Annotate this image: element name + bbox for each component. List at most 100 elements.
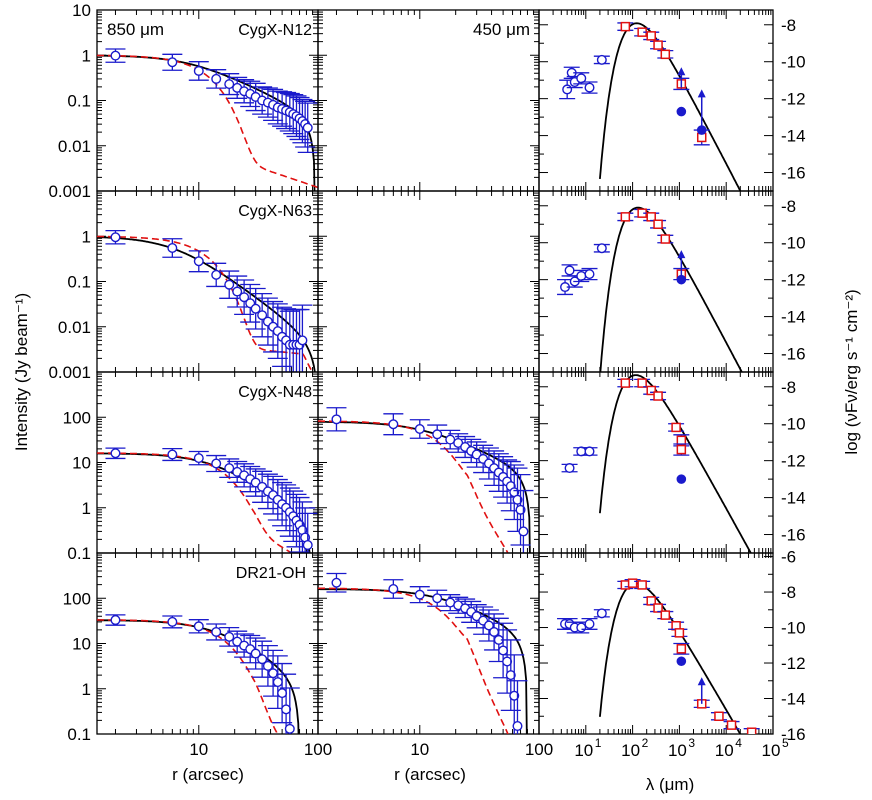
profile-panel-3-1: 10 100 [317,552,553,759]
data-point [432,429,443,440]
x-tick-label-1e3: 10 [668,741,687,760]
y-tick-label: 0.01 [58,137,91,156]
x-tick-label: 10 [410,740,429,759]
sed-data-point [576,622,587,633]
panel-frame [317,371,540,554]
data-point [518,526,529,537]
data-point [250,303,261,314]
y-tick-label: -16 [781,345,806,364]
profile-content [318,572,528,734]
sed-herschel-point [746,727,757,734]
data-point [257,310,268,321]
y-tick-label: -8 [781,16,796,35]
data-point [167,616,178,627]
sed-herschel-point [676,435,687,446]
sed-herschel-point [671,422,681,433]
panel-grid: 0.0010.010.1110-8-10-12-14-160.0010.010.… [48,1,806,760]
data-point [512,494,523,505]
sed-data-point [576,446,587,457]
beam-profile-curve [318,420,509,553]
data-point [232,286,243,297]
sed-data-point [564,265,575,276]
data-point [110,50,121,61]
y-tick-label: -8 [781,197,796,216]
x-tick-label-1e1: 10 [574,741,593,760]
x-tick-label-1e1-exp: 1 [595,736,602,750]
y-tick-label: -12 [781,90,806,109]
y-tick-label: 1 [82,499,91,518]
model-curve [97,236,316,372]
data-point [224,79,235,90]
sed-herschel-point [660,49,671,60]
data-point [509,690,520,701]
y-tick-label: -8 [781,583,796,602]
y-tick-label: 1 [82,680,91,699]
data-point [505,670,516,681]
profile-panel-1-1 [317,190,540,373]
y-tick-label: -16 [781,725,806,744]
y-tick-label: -14 [781,690,806,709]
panel-label-cygx-n63: CygX-N63 [238,203,312,220]
data-point [239,292,250,303]
profile-panel-0-0: 0.001 0.01 0.1 1 10 [48,1,319,201]
data-point [277,688,288,699]
y-tick-label: -10 [781,415,806,434]
sed-solid-point [696,125,707,135]
y-tick-label: 100 [63,589,91,608]
sed-herschel-point [714,711,724,722]
sed-content [559,21,742,191]
sed-herschel-point [646,385,656,396]
data-point [211,269,222,280]
y-tick-label: 10 [72,635,91,654]
y-tick-label: -6 [781,548,796,567]
sed-herschel-point [637,378,647,388]
data-point [331,577,342,588]
data-point [167,449,178,460]
x-tick-label-1e4-exp: 4 [735,736,742,750]
data-point [483,620,494,631]
panel-frame [538,552,774,735]
y-axis-label-right: log (νFν/erg s⁻¹ cm⁻²) [842,289,861,454]
sed-herschel-point [646,31,656,41]
data-point [281,704,292,715]
y-tick-label: 0.001 [48,363,91,382]
label-850um: 850 μm [107,20,164,39]
data-point [224,631,235,642]
data-point [512,721,523,732]
sed-herschel-point [620,378,631,388]
x-tick-label-1e2: 10 [621,741,640,760]
sed-herschel-point [676,644,687,654]
data-point [297,335,308,346]
data-point [388,419,399,430]
sed-solid-point [676,656,687,667]
x-axis-label-profile-left: r (arcsec) [172,765,244,784]
data-point [268,668,279,679]
profile-content [97,48,318,191]
data-point [167,242,178,253]
beam-profile-curve [97,54,318,189]
sed-content [557,206,743,372]
profile-panel-3-0: 0.1 1 10 100 10 100 [63,552,332,759]
sed-data-point [576,73,587,84]
profile-content [97,447,318,553]
sed-herschel-point [653,40,663,50]
data-point [414,423,425,434]
sed-data-point [596,608,607,619]
y-tick-label: 100 [63,408,91,427]
sed-herschel-point [620,212,631,222]
sed-data-point [562,84,573,95]
panel-frame [317,190,540,373]
data-point [211,458,222,469]
lower-limit-arrowhead [677,67,686,76]
y-tick-label: -14 [781,127,806,146]
data-point [193,453,204,464]
sed-panel-1: -8 -10 -12 -14 -16 [538,190,806,373]
data-point [224,279,235,290]
data-point [388,584,399,595]
x-tick-label: 100 [304,740,332,759]
data-point [257,654,268,665]
y-tick-label: 0.1 [67,273,91,292]
x-tick-label-1e2-exp: 2 [642,736,649,750]
y-tick-label: -10 [781,53,806,72]
